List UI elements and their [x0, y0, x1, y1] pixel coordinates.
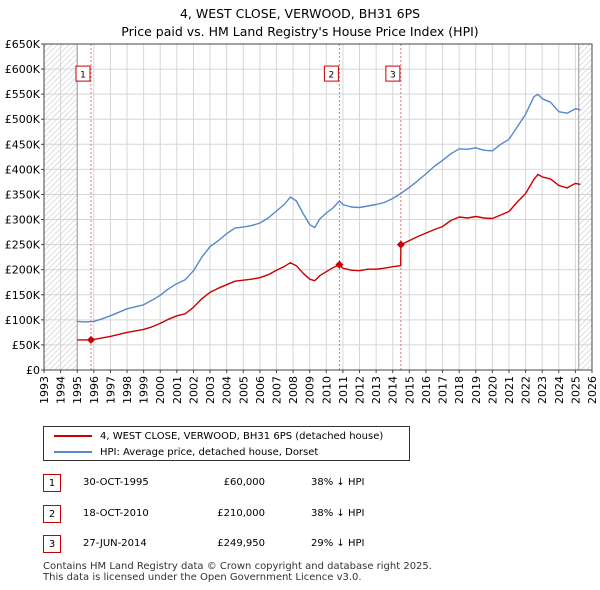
x-tick-label: 1994	[55, 376, 68, 404]
sale-label-box	[323, 65, 339, 82]
transaction-number-badge: 2	[43, 505, 61, 523]
x-tick-label: 2023	[536, 376, 549, 404]
x-tick-label: 2002	[187, 376, 200, 404]
x-tick-label: 2014	[387, 376, 400, 404]
sale-point	[86, 335, 95, 344]
sale-label: 2	[329, 71, 335, 81]
x-tick-label: 2013	[370, 376, 383, 404]
plot-area	[44, 44, 592, 370]
y-tick-label: £600K	[5, 63, 41, 76]
x-tick-label: 1993	[38, 376, 51, 404]
transaction-date: 27-JUN-2014	[83, 538, 147, 549]
transaction-number-badge: 3	[43, 535, 61, 553]
hatched-region	[578, 44, 592, 370]
x-tick-label: 2000	[154, 376, 167, 404]
y-tick-label: £550K	[5, 88, 41, 101]
y-tick-label: £250K	[5, 239, 41, 252]
x-tick-label: 2021	[503, 376, 516, 404]
x-tick-label: 2011	[337, 376, 350, 404]
footer-license: This data is licensed under the Open Gov…	[43, 572, 362, 583]
y-tick-label: £350K	[5, 188, 41, 201]
x-tick-label: 2010	[320, 376, 333, 404]
transaction-hpi-diff: 29% ↓ HPI	[311, 538, 365, 549]
legend-label-hpi: HPI: Average price, detached house, Dors…	[100, 446, 319, 458]
x-tick-label: 2009	[304, 376, 317, 404]
sale-label-box	[385, 65, 401, 82]
legend: 4, WEST CLOSE, VERWOOD, BH31 6PS (detach…	[43, 426, 410, 461]
chart-title: 4, WEST CLOSE, VERWOOD, BH31 6PS	[179, 6, 421, 21]
x-tick-label: 1998	[121, 376, 134, 404]
transaction-hpi-diff: 38% ↓ HPI	[311, 477, 365, 488]
transaction-price: £249,950	[217, 538, 265, 549]
x-tick-label: 1996	[88, 376, 101, 404]
sale-point	[335, 260, 344, 269]
transaction-date: 18-OCT-2010	[83, 508, 149, 519]
legend-item-property: 4, WEST CLOSE, VERWOOD, BH31 6PS (detach…	[44, 429, 383, 443]
y-tick-label: £450K	[5, 138, 41, 151]
x-tick-label: 2008	[287, 376, 300, 404]
y-tick-label: £650K	[5, 38, 41, 51]
x-tick-label: 2019	[470, 376, 483, 404]
x-tick-label: 2018	[453, 376, 466, 404]
legend-swatch-hpi	[54, 451, 92, 453]
sale-point	[396, 240, 405, 249]
x-tick-label: 1997	[104, 376, 117, 404]
sale-label: 3	[390, 71, 396, 81]
legend-swatch-property	[54, 435, 92, 437]
x-tick-label: 2004	[221, 376, 234, 404]
y-tick-label: £100K	[5, 314, 41, 327]
x-tick-label: 2015	[403, 376, 416, 404]
transaction-number-badge: 1	[43, 474, 61, 492]
legend-label-property: 4, WEST CLOSE, VERWOOD, BH31 6PS (detach…	[100, 430, 384, 442]
y-tick-label: £150K	[5, 289, 41, 302]
x-tick-label: 2001	[171, 376, 184, 404]
price-chart: 1 2 3 £0 £50K £100K £150K £200K £250K £300K £350K…	[5, 38, 599, 404]
chart-subtitle: Price paid vs. HM Land Registry's House …	[121, 24, 479, 39]
y-tick-label: £200K	[5, 264, 41, 277]
legend-item-hpi: HPI: Average price, detached house, Dors…	[44, 445, 318, 459]
transaction-price: £210,000	[217, 508, 265, 519]
x-tick-label: 2007	[270, 376, 283, 404]
x-tick-label: 2006	[254, 376, 267, 404]
x-tick-label: 2024	[553, 376, 566, 404]
x-tick-label: 2017	[437, 376, 450, 404]
sale-label: 1	[80, 71, 86, 81]
transaction-date: 30-OCT-1995	[83, 477, 149, 488]
footer-attribution: Contains HM Land Registry data © Crown c…	[43, 561, 432, 583]
y-tick-label: £500K	[5, 113, 41, 126]
x-tick-label: 1999	[138, 376, 151, 404]
hatched-region	[44, 44, 78, 370]
x-tick-label: 2012	[354, 376, 367, 404]
transaction-hpi-diff: 38% ↓ HPI	[311, 508, 365, 519]
transaction-price: £60,000	[223, 477, 265, 488]
x-tick-label: 2003	[204, 376, 217, 404]
x-tick-label: 2005	[237, 376, 250, 404]
sale-label-box	[75, 65, 91, 82]
y-tick-label: £400K	[5, 163, 41, 176]
x-tick-label: 2020	[486, 376, 499, 404]
y-tick-label: £0	[26, 364, 40, 377]
series-line-hpi	[77, 93, 581, 323]
x-tick-label: 2025	[569, 376, 582, 404]
y-tick-label: £300K	[5, 214, 41, 227]
x-tick-label: 1995	[71, 376, 84, 404]
series-line-property	[77, 173, 581, 341]
footer-copyright: Contains HM Land Registry data © Crown c…	[43, 561, 432, 572]
x-tick-label: 2026	[586, 376, 599, 404]
y-tick-label: £50K	[12, 339, 41, 352]
x-tick-label: 2022	[520, 376, 533, 404]
plot-frame	[43, 43, 593, 371]
x-tick-label: 2016	[420, 376, 433, 404]
